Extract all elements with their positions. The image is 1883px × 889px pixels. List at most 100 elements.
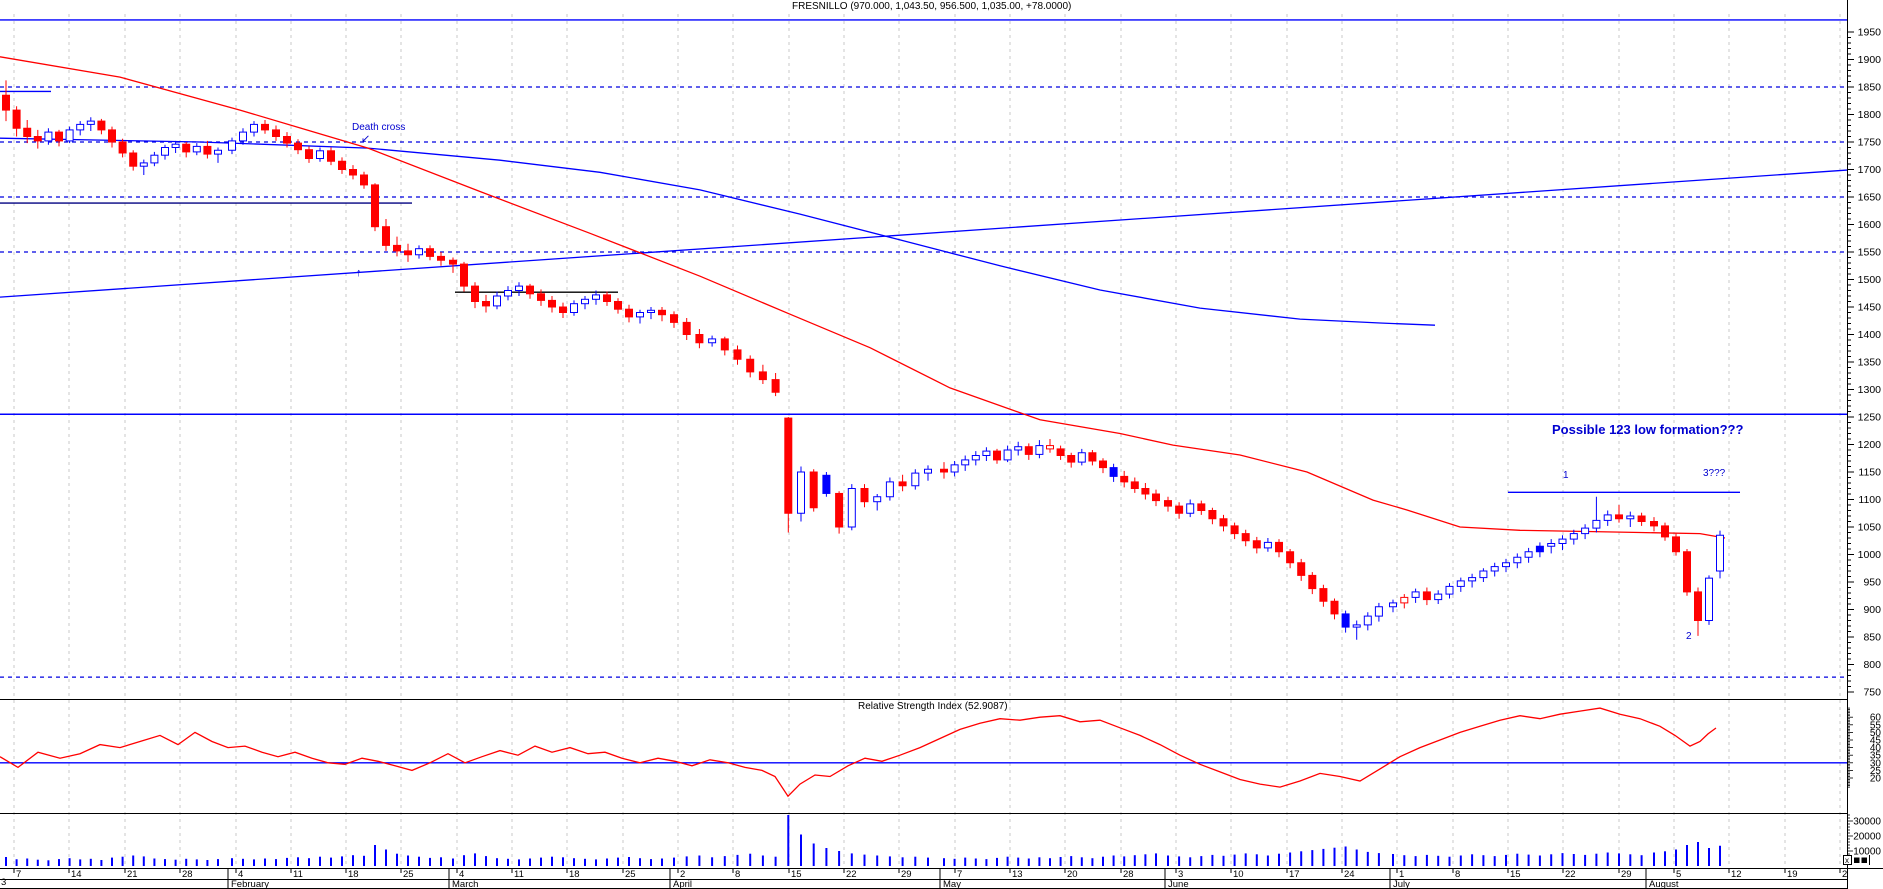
rsi-axis-label: 30: [1870, 758, 1882, 769]
rsi-axis-label: 60: [1870, 713, 1882, 724]
price-axis-label: 1850: [1858, 82, 1882, 94]
x-axis-week-label: 25: [403, 869, 414, 880]
rsi-axis-label: 25: [1870, 766, 1882, 777]
x-axis-week-label: 7: [957, 869, 962, 880]
price-axis-label: 950: [1863, 577, 1881, 589]
x-axis-week-label: 18: [569, 869, 580, 880]
rsi-axis-label: 20: [1870, 774, 1882, 785]
x-axis-month-label: May: [943, 879, 961, 889]
ascending-trendline: [0, 169, 1848, 298]
annotation-point-1: 1: [1563, 470, 1569, 481]
rsi-indicator-line: [0, 707, 1717, 798]
price-axis-label: 1350: [1858, 357, 1882, 369]
price-axis-label: 1900: [1858, 54, 1882, 66]
price-axis-label: 800: [1863, 659, 1881, 671]
price-axis-label: 1150: [1858, 467, 1881, 479]
x-axis-week-label: 4: [238, 869, 243, 880]
x-axis-month-label: August: [1649, 879, 1679, 889]
annotation-possible-123: Possible 123 low formation???: [1552, 422, 1744, 437]
x-axis-week-label: 20: [1067, 869, 1078, 880]
arrow-up-icon: ↑: [356, 267, 362, 279]
window-buttons-icon[interactable]: x: [1843, 855, 1870, 865]
rsi-axis-label: 50: [1870, 728, 1882, 739]
x-axis-week-label: 24: [1344, 869, 1355, 880]
price-axis-label: 850: [1863, 632, 1881, 644]
x-axis-week-label: 10: [1233, 869, 1244, 880]
x-axis-month-label: July: [1393, 879, 1410, 889]
x-axis-week-label: 8: [735, 869, 740, 880]
volume-bars: [5, 815, 1721, 866]
price-axis-label: 1600: [1858, 219, 1882, 231]
x-axis-week-label: 11: [293, 869, 303, 880]
date-axis: 7 14 21 28 4 11 18 25 4 11 18 25 2 8 15 22 29 7 13 20 28 3 10 1…: [13, 868, 1847, 889]
x-axis-week-label: 25: [625, 869, 636, 880]
x-axis-week-label: 1: [1399, 869, 1404, 880]
price-axis-label: 1250: [1858, 412, 1882, 424]
volume-axis: 30000 20000 10000: [1847, 814, 1881, 864]
price-axis-label: 1000: [1858, 549, 1882, 561]
x-axis-week-label: 2: [680, 869, 685, 880]
x-axis-week-label: 7: [16, 869, 21, 880]
volume-axis-label: 10000: [1853, 847, 1881, 858]
x-axis-week-label: 4: [459, 869, 464, 880]
x-axis-week-label: 5: [1676, 869, 1681, 880]
annotation-point-3: 3???: [1703, 468, 1726, 479]
x-axis-week-label: 12: [1731, 869, 1742, 880]
price-axis-label: 1650: [1858, 192, 1882, 204]
chart-title: FRESNILLO (970.000, 1,043.50, 956.500, 1…: [792, 1, 1072, 12]
annotation-point-2: 2: [1686, 631, 1692, 642]
x-axis-week-label: 22: [846, 869, 857, 880]
price-axis-label: 1800: [1858, 109, 1882, 121]
price-axis-label: 1950: [1858, 27, 1882, 39]
rsi-axis-label: 45: [1870, 736, 1882, 747]
x-axis-partial-month-label: 3: [1, 877, 7, 888]
x-axis-week-label: 17: [1289, 869, 1300, 880]
rsi-axis-label: 40: [1870, 743, 1882, 754]
x-axis-month-label: June: [1168, 879, 1189, 889]
price-axis-label: 1050: [1858, 522, 1882, 534]
x-axis-month-label: February: [231, 879, 269, 889]
x-axis-week-label: 15: [1510, 869, 1521, 880]
vertical-gridlines: [13, 14, 1841, 868]
arrow-down-left-icon: ↙: [361, 133, 371, 145]
price-axis-label: 1750: [1858, 137, 1882, 149]
price-axis-label: 1400: [1858, 329, 1882, 341]
price-axis-label: 750: [1863, 687, 1881, 699]
x-axis-week-label: 21: [127, 869, 138, 880]
rsi-panel-title: Relative Strength Index (52.9087): [858, 701, 1008, 712]
rsi-axis-label: 35: [1870, 751, 1882, 762]
x-axis-week-label: 8: [1455, 869, 1460, 880]
price-axis-label: 1500: [1858, 274, 1882, 286]
x-axis-week-label: 19: [1787, 869, 1798, 880]
price-axis-label: 1550: [1858, 247, 1882, 259]
x-axis-week-label: 2: [1842, 869, 1847, 880]
x-axis-week-label: 18: [348, 869, 359, 880]
x-axis-week-label: 28: [1123, 869, 1134, 880]
candlesticks: [2, 80, 1724, 640]
price-axis: 750 800 850 900 950 1000 1050 1100 1150 1200 1250 1…: [1847, 27, 1881, 699]
x-axis-week-label: 14: [71, 869, 82, 880]
price-axis-label: 900: [1863, 604, 1881, 616]
dashed-price-levels: [0, 86, 1847, 678]
price-axis-label: 1700: [1858, 164, 1882, 176]
x-axis-month-label: March: [452, 879, 478, 889]
support-resistance-lines: [0, 19, 1847, 494]
x-axis-week-label: 28: [182, 869, 193, 880]
price-axis-label: 1300: [1858, 384, 1882, 396]
x-axis-week-label: 29: [901, 869, 912, 880]
x-axis-month-label: April: [673, 879, 692, 889]
volume-axis-label: 30000: [1853, 817, 1881, 828]
volume-axis-label: 20000: [1853, 832, 1881, 843]
blue-moving-average: [0, 137, 1436, 326]
price-axis-label: 1200: [1858, 439, 1882, 451]
x-axis-week-label: 15: [791, 869, 802, 880]
x-axis-week-label: 11: [514, 869, 524, 880]
svg-text:x: x: [1845, 856, 1849, 865]
x-axis-week-label: 13: [1012, 869, 1023, 880]
rsi-axis-label: 55: [1870, 720, 1882, 731]
price-axis-label: 1100: [1858, 494, 1881, 506]
price-axis-label: 1450: [1858, 302, 1882, 314]
